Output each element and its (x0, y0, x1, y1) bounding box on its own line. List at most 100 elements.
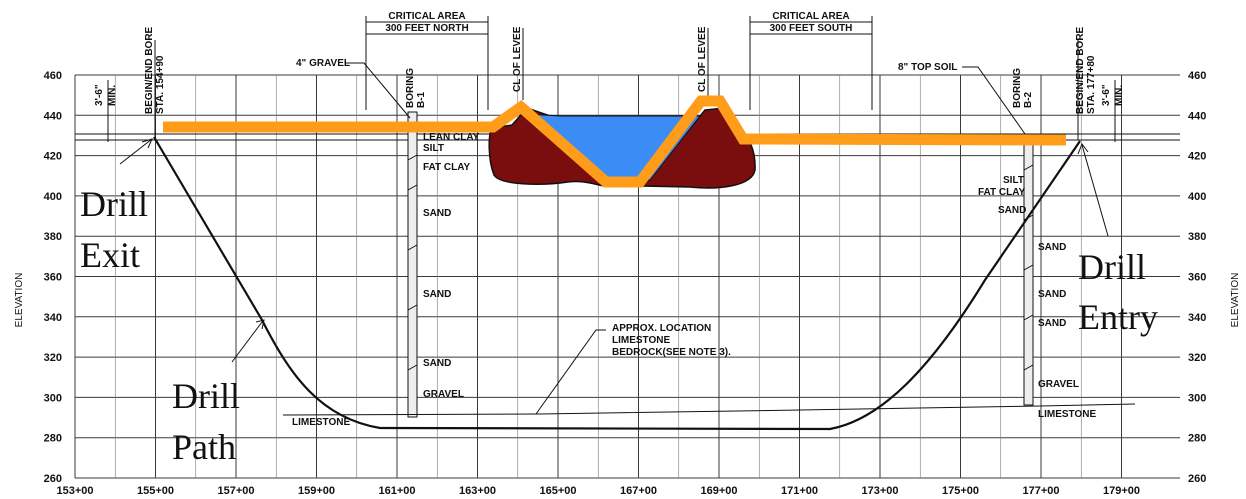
x-tick-label: 163+00 (459, 485, 496, 497)
x-tick-label: 177+00 (1022, 485, 1059, 497)
x-tick-label: 159+00 (298, 485, 335, 497)
soil-label: SILT (423, 143, 444, 154)
x-tick-label: 173+00 (861, 485, 898, 497)
clearance-right-a: 3'-6" (1101, 84, 1112, 106)
x-axis-stations: 153+00 155+00 157+00 159+00 161+00 163+00 165+… (56, 485, 1140, 497)
y-axis-left: 460 440 420 400 380 360 340 320 300 280 260 (44, 70, 62, 485)
y-tick-label: 360 (44, 272, 62, 284)
levee-1-label: CL OF LEVEE (512, 26, 523, 92)
bedrock-note-1: APPROX. LOCATION (612, 323, 711, 334)
y-tick-label: 400 (1188, 191, 1206, 203)
x-tick-label: 161+00 (378, 485, 415, 497)
ground-surface-line (163, 95, 1067, 188)
y-tick-label: 460 (1188, 70, 1206, 82)
y-tick-label: 340 (1188, 312, 1206, 324)
critical-south-title: CRITICAL AREA (772, 11, 849, 22)
drill-path-line-1: Drill (172, 376, 240, 416)
soil-label: SAND (423, 208, 451, 219)
clearance-left: 3'-6" MIN. (94, 80, 118, 142)
topsoil-note: 8" TOP SOIL (898, 62, 1026, 135)
drill-path-line (153, 136, 1081, 431)
soil-label: LEAN CLAY (423, 132, 480, 143)
bedrock-note-2: LIMESTONE (612, 335, 670, 346)
station-left-label-b: STA. 154+90 (155, 55, 166, 114)
clearance-right: 3'-6" MIN. (1101, 80, 1125, 142)
boring-b2-label-a: BORING (1012, 68, 1023, 108)
x-tick-label: 157+00 (217, 485, 254, 497)
x-tick-label: 179+00 (1103, 485, 1140, 497)
bedrock-note-3: BEDROCK(SEE NOTE 3). (612, 347, 731, 358)
station-left-label-a: BEGIN/END BORE (144, 26, 155, 114)
levee-centerline-2: CL OF LEVEE (697, 26, 709, 100)
station-right-label-a: BEGIN/END BORE (1075, 26, 1086, 114)
limestone-layer: LIMESTONE LIMESTONE (282, 403, 1136, 428)
clearance-left-b: MIN. (107, 85, 118, 106)
y-tick-label: 320 (1188, 352, 1206, 364)
x-tick-label: 165+00 (539, 485, 576, 497)
soil-label: SILT (1003, 175, 1024, 186)
y-tick-label: 420 (44, 151, 62, 163)
gravel-note-text: 4" GRAVEL (296, 58, 350, 69)
y-tick-label: 300 (44, 392, 62, 404)
x-tick-label: 169+00 (700, 485, 737, 497)
y-axis-right: 460 440 420 400 380 360 340 320 300 280 260 (1188, 70, 1206, 485)
soil-label: SAND (1038, 242, 1066, 253)
soil-label: SAND (423, 289, 451, 300)
critical-area-south: CRITICAL AREA 300 FEET SOUTH (749, 11, 873, 110)
y-tick-label: 320 (44, 352, 62, 364)
critical-area-north: CRITICAL AREA 300 FEET NORTH (365, 11, 489, 110)
y-tick-label: 400 (44, 191, 62, 203)
boring-b1-label-a: BORING (405, 68, 416, 108)
station-left: BEGIN/END BORE STA. 154+90 (144, 26, 166, 140)
x-tick-label: 171+00 (781, 485, 818, 497)
soil-label: SAND (998, 205, 1026, 216)
soil-label: FAT CLAY (978, 187, 1026, 198)
soil-label: GRAVEL (423, 389, 464, 400)
drill-exit-line-1: Drill (80, 184, 148, 224)
drill-exit-line-2: Exit (80, 235, 140, 275)
limestone-left-label: LIMESTONE (292, 417, 350, 428)
clearance-left-a: 3'-6" (94, 84, 105, 106)
y-tick-label: 460 (44, 70, 62, 82)
drill-entry-line-1: Drill (1078, 247, 1146, 287)
y-tick-label: 300 (1188, 392, 1206, 404)
station-right: BEGIN/END BORE STA. 177+80 (1075, 26, 1097, 140)
y-tick-label: 380 (1188, 231, 1206, 243)
y-tick-label: 420 (1188, 151, 1206, 163)
gravel-note: 4" GRAVEL (296, 58, 411, 119)
critical-south-sub: 300 FEET SOUTH (770, 23, 853, 34)
y-tick-label: 440 (1188, 110, 1206, 122)
station-right-label-b: STA. 177+80 (1086, 55, 1097, 114)
soil-label: SAND (1038, 289, 1066, 300)
y-tick-label: 440 (44, 110, 62, 122)
boring-b2-label-b: B-2 (1023, 91, 1034, 108)
clearance-right-b: MIN. (1114, 85, 1125, 106)
y-tick-label: 280 (1188, 433, 1206, 445)
critical-north-sub: 300 FEET NORTH (385, 23, 468, 34)
y-tick-label: 380 (44, 231, 62, 243)
soil-label: GRAVEL (1038, 379, 1079, 390)
levee-2-label: CL OF LEVEE (697, 26, 708, 92)
x-tick-label: 153+00 (56, 485, 93, 497)
x-tick-label: 155+00 (137, 485, 174, 497)
topsoil-note-text: 8" TOP SOIL (898, 62, 957, 73)
critical-north-title: CRITICAL AREA (388, 11, 465, 22)
y-tick-label: 360 (1188, 272, 1206, 284)
profile-grid (74, 74, 1180, 479)
soil-label: SAND (1038, 318, 1066, 329)
soil-label: FAT CLAY (423, 162, 471, 173)
x-tick-label: 167+00 (620, 485, 657, 497)
bedrock-note: APPROX. LOCATION LIMESTONE BEDROCK(SEE N… (535, 323, 731, 415)
levee-centerline-1: CL OF LEVEE (512, 26, 524, 100)
limestone-right-label: LIMESTONE (1038, 409, 1096, 420)
y-tick-label: 340 (44, 312, 62, 324)
boring-b1: BORING B-1 (405, 68, 427, 418)
soil-label: SAND (423, 358, 451, 369)
drill-path-line-2: Path (172, 427, 236, 467)
boring-b1-label-b: B-1 (416, 91, 427, 108)
y-axis-title-right: ELEVATION (1230, 273, 1241, 328)
y-axis-title-left: ELEVATION (14, 273, 25, 328)
